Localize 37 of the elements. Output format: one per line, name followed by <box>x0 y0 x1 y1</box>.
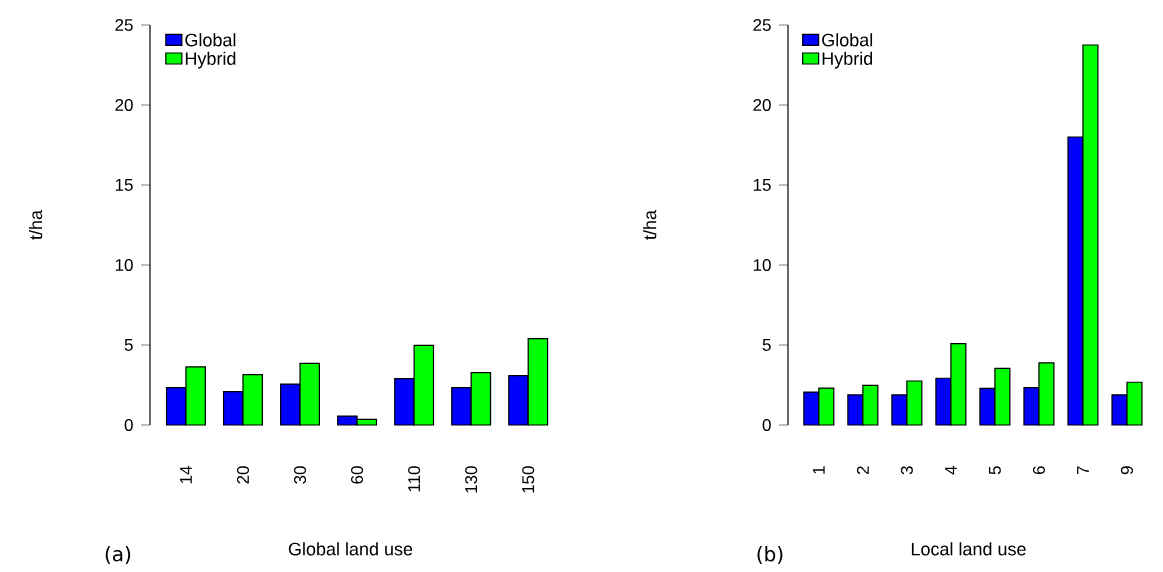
y-axis-title: t/ha <box>643 209 657 240</box>
text: (b) <box>757 546 783 564</box>
x-tick-label: 9 <box>1120 466 1133 475</box>
y-tick-label: 5 <box>124 339 133 351</box>
y-tick-label: 15 <box>753 179 771 191</box>
y-tick-label: 20 <box>753 98 771 112</box>
y-axis-title: t/ha <box>28 209 43 240</box>
x-tick-label: 20 <box>236 466 250 484</box>
y-tick-label: 10 <box>753 258 771 272</box>
y-tick-label: 15 <box>115 179 133 191</box>
x-tick-label: 1 <box>812 466 825 474</box>
y-tick-label: 10 <box>115 258 133 272</box>
x-axis-title: Local land use <box>911 542 1026 556</box>
y-tick-label: 0 <box>762 418 771 432</box>
y-tick-label: 25 <box>115 18 133 32</box>
legend-label: Global <box>185 33 236 47</box>
x-axis-title: Global land use <box>288 542 413 556</box>
x-tick-label: 110 <box>408 466 421 492</box>
x-tick-label: 60 <box>351 466 364 484</box>
x-tick-label: 2 <box>856 466 869 475</box>
x-tick-label: 30 <box>294 466 307 484</box>
x-tick-label: 150 <box>522 466 535 493</box>
y-tick-label: 0 <box>124 418 133 432</box>
y-tick-label: 5 <box>762 339 771 351</box>
x-tick-label: 14 <box>180 466 192 484</box>
x-tick-label: 6 <box>1032 466 1045 475</box>
x-tick-label: 7 <box>1077 466 1089 475</box>
x-tick-label: 130 <box>465 466 478 493</box>
text: (a) <box>105 546 131 564</box>
legend-label: Global <box>822 33 873 47</box>
x-tick-label: 5 <box>988 466 1001 475</box>
y-tick-label: 20 <box>115 98 133 112</box>
legend-label: Hybrid <box>185 51 236 69</box>
x-tick-label: 4 <box>945 466 957 475</box>
legend-label: Hybrid <box>822 51 873 69</box>
x-tick-label: 3 <box>900 466 913 475</box>
y-tick-label: 25 <box>753 18 771 32</box>
